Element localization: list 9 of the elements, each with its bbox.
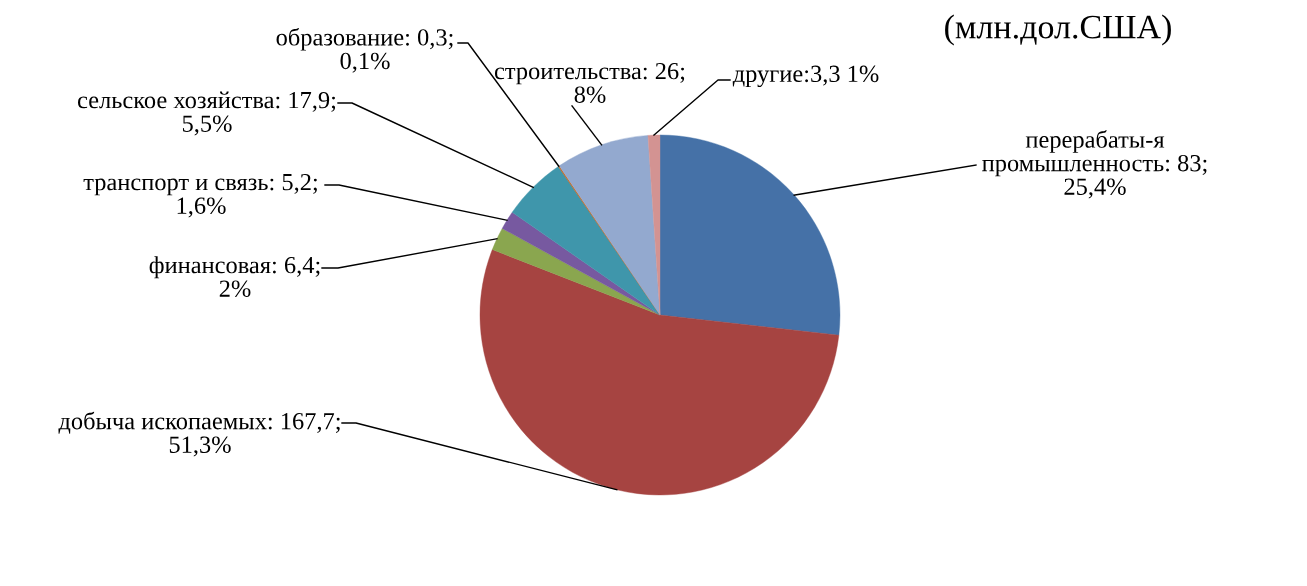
- slice-label: другие:3,3 1%: [732, 65, 879, 88]
- slice-label: перерабаты-я промышленность: 83; 25,4%: [982, 130, 1207, 199]
- chart-title: (млн.дол.США): [945, 14, 1171, 46]
- slice-label: транспорт и связь: 5,2; 1,6%: [83, 173, 317, 218]
- slice-label: финансовая: 6,4; 2%: [149, 256, 320, 297]
- slice-label: сельское хозяйства: 17,9; 5,5%: [77, 91, 336, 136]
- slice-label: строительства: 26; 8%: [494, 62, 685, 103]
- slice-label: образование: 0,3; 0,1%: [276, 27, 453, 73]
- slice-label: добыча ископаемых: 167,7; 51,3%: [58, 411, 340, 457]
